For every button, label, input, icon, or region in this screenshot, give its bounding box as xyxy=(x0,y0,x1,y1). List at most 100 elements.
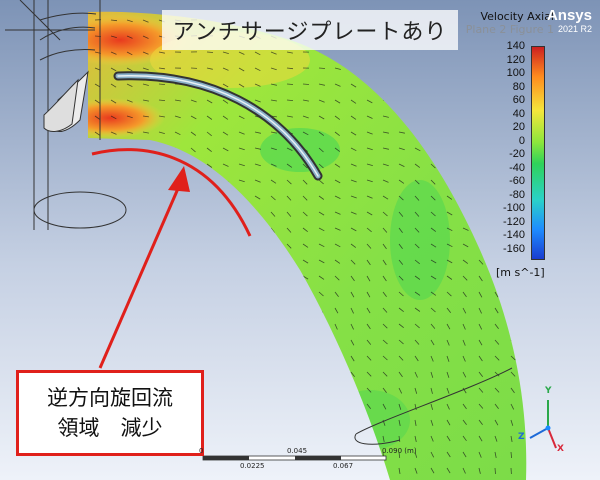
velocity-vector xyxy=(462,435,467,442)
velocity-vector xyxy=(494,387,500,393)
velocity-vector xyxy=(350,163,357,167)
velocity-vector xyxy=(126,131,133,134)
velocity-vector xyxy=(110,67,117,72)
velocity-vector xyxy=(110,99,117,104)
velocity-vector xyxy=(430,211,436,217)
velocity-vector xyxy=(334,131,340,137)
velocity-vector xyxy=(174,131,181,136)
legend-tick-label: 140 xyxy=(506,40,525,52)
velocity-vector xyxy=(238,179,245,183)
velocity-vector xyxy=(350,243,357,248)
velocity-vector xyxy=(158,51,165,54)
velocity-vector xyxy=(238,163,245,167)
velocity-vector xyxy=(142,51,149,55)
axis-label-z: Z xyxy=(518,432,525,442)
velocity-vector xyxy=(302,275,309,280)
velocity-vector xyxy=(334,67,341,70)
velocity-vector xyxy=(222,115,229,120)
velocity-vector xyxy=(254,179,261,183)
velocity-vector xyxy=(190,99,197,103)
velocity-vector xyxy=(494,307,499,314)
velocity-vector xyxy=(430,291,437,296)
velocity-vector xyxy=(302,195,308,201)
velocity-vector xyxy=(446,339,450,346)
velocity-vector xyxy=(334,291,339,298)
velocity-vector xyxy=(238,115,245,120)
velocity-vector xyxy=(286,243,292,249)
velocity-vector xyxy=(350,99,357,104)
velocity-vector xyxy=(382,275,387,282)
velocity-vector xyxy=(302,163,308,169)
velocity-vector xyxy=(142,83,149,86)
velocity-vector xyxy=(366,275,371,282)
velocity-vector xyxy=(350,275,355,282)
velocity-vector xyxy=(446,467,451,474)
velocity-vector xyxy=(414,403,417,410)
velocity-vector xyxy=(350,307,354,314)
velocity-vector xyxy=(318,163,324,169)
velocity-vector xyxy=(206,51,214,53)
velocity-vector xyxy=(382,195,389,200)
velocity-vector xyxy=(270,179,277,184)
velocity-vector xyxy=(110,115,117,120)
velocity-vector xyxy=(366,291,371,298)
velocity-vector xyxy=(414,387,418,394)
velocity-vector xyxy=(126,19,133,23)
velocity-vector xyxy=(302,131,309,136)
velocity-vector xyxy=(286,195,292,201)
velocity-vector xyxy=(382,435,385,442)
velocity-vector xyxy=(446,291,452,297)
velocity-vector xyxy=(190,115,197,120)
velocity-vector xyxy=(366,355,372,361)
velocity-vector xyxy=(270,67,277,71)
legend-tick-label: 80 xyxy=(512,80,525,93)
velocity-vector xyxy=(414,179,420,185)
velocity-vector xyxy=(94,115,101,120)
legend-subtitle: Plane 2 Figure 1 xyxy=(465,23,554,36)
velocity-vector xyxy=(366,243,372,249)
velocity-vector xyxy=(398,259,404,265)
scale-bar xyxy=(202,455,387,461)
velocity-vector xyxy=(302,83,310,85)
velocity-vector xyxy=(334,83,341,87)
velocity-vector xyxy=(126,51,133,56)
velocity-vector xyxy=(478,307,482,314)
velocity-vector xyxy=(206,163,213,168)
annotation-callout: 逆方向旋回流 領域 減少 xyxy=(16,370,204,456)
velocity-vector xyxy=(462,371,467,378)
velocity-vector xyxy=(270,83,277,86)
brand-name: Ansys xyxy=(546,7,592,24)
velocity-vector xyxy=(366,339,372,345)
velocity-vector xyxy=(334,243,341,248)
velocity-vector xyxy=(174,99,181,102)
velocity-vector xyxy=(318,211,325,216)
velocity-vector xyxy=(270,211,276,217)
velocity-vector xyxy=(270,99,277,102)
velocity-vector xyxy=(478,467,481,474)
velocity-vector xyxy=(446,227,453,232)
velocity-vector xyxy=(334,147,341,152)
velocity-vector xyxy=(398,307,404,313)
velocity-vector xyxy=(478,291,483,298)
velocity-vector xyxy=(334,227,341,231)
velocity-vector xyxy=(398,243,403,250)
velocity-vector xyxy=(286,227,292,233)
velocity-vector xyxy=(286,163,293,168)
axis-label-x: X xyxy=(557,444,564,454)
legend-tick-label: 100 xyxy=(506,67,525,79)
legend-tick-label: 20 xyxy=(512,121,525,133)
velocity-vector xyxy=(430,195,436,201)
velocity-vector xyxy=(430,179,436,185)
velocity-vector xyxy=(382,227,388,233)
velocity-vector xyxy=(414,147,421,152)
velocity-vector xyxy=(494,371,500,377)
velocity-vector xyxy=(382,291,387,298)
velocity-vector xyxy=(430,451,435,458)
brand-version: 2021 R2 xyxy=(557,24,592,34)
velocity-vector xyxy=(478,355,483,362)
velocity-vector xyxy=(286,83,294,85)
velocity-vector xyxy=(302,179,308,185)
velocity-vector xyxy=(222,147,229,152)
velocity-vector xyxy=(222,99,229,104)
